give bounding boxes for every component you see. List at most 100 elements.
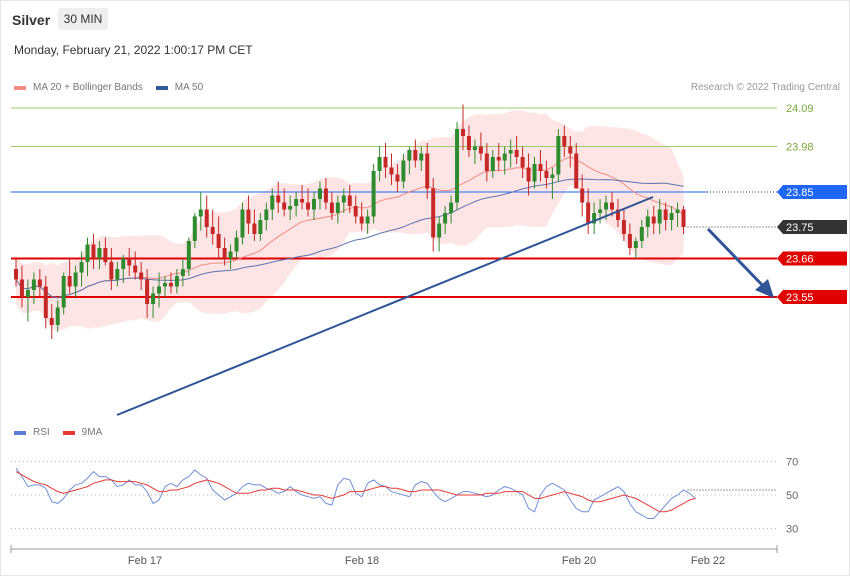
- candle: [562, 125, 567, 157]
- candle: [192, 213, 197, 248]
- candle-body: [97, 248, 102, 259]
- candle-body: [43, 286, 48, 318]
- candle: [91, 234, 96, 269]
- candle: [264, 202, 269, 231]
- candle-body: [383, 157, 388, 168]
- candle: [371, 164, 376, 224]
- candle: [252, 209, 257, 241]
- candle: [246, 195, 251, 234]
- candle: [300, 185, 305, 210]
- candle: [645, 209, 650, 238]
- candle-body: [377, 157, 382, 171]
- candle: [61, 272, 66, 315]
- candle: [174, 269, 179, 294]
- candle-body: [19, 279, 24, 297]
- candle-body: [413, 150, 418, 161]
- candle: [168, 272, 173, 294]
- x-tick-label-1: Feb 18: [345, 555, 379, 567]
- candle-body: [282, 202, 287, 210]
- candle-body: [544, 171, 549, 178]
- candle-body: [79, 262, 84, 273]
- candle: [312, 192, 316, 220]
- candle: [627, 223, 632, 255]
- candle: [550, 167, 555, 199]
- candle: [67, 258, 72, 294]
- price-label-2: 23.85: [786, 187, 814, 199]
- candle-body: [675, 209, 680, 213]
- candle-body: [252, 223, 257, 234]
- candle-body: [425, 153, 430, 189]
- rsi-9ma-swatch: [62, 430, 75, 435]
- candle-body: [669, 213, 674, 220]
- candle: [49, 304, 54, 339]
- candle: [633, 237, 638, 259]
- candle: [443, 206, 448, 234]
- candle-body: [401, 160, 406, 182]
- candle: [675, 202, 680, 227]
- candle-body: [14, 269, 18, 280]
- candle: [270, 188, 275, 220]
- candle: [425, 143, 430, 199]
- candle-body: [174, 276, 179, 287]
- candle-body: [228, 251, 233, 259]
- candle-body: [157, 286, 162, 294]
- candle-body: [508, 150, 513, 154]
- candle-body: [610, 202, 614, 210]
- candle-body: [645, 216, 650, 227]
- candle-body: [407, 150, 412, 161]
- candle-body: [192, 216, 197, 241]
- candle: [127, 248, 132, 276]
- candle: [586, 188, 591, 234]
- candle-body: [639, 227, 644, 241]
- candle-body: [478, 146, 483, 154]
- candle: [186, 237, 191, 276]
- candle-body: [461, 129, 465, 136]
- candle: [389, 153, 394, 185]
- candle-body: [25, 290, 30, 297]
- candle: [55, 300, 60, 332]
- candle-body: [198, 209, 203, 217]
- price-label-4: 23.66: [786, 254, 814, 266]
- candle: [240, 202, 245, 245]
- candle: [610, 192, 614, 217]
- candle: [31, 272, 36, 304]
- instrument-title: Silver: [12, 12, 51, 28]
- candle: [651, 206, 656, 234]
- legend-rsi-label: RSI: [33, 427, 50, 438]
- candle-body: [663, 209, 668, 220]
- legend-ma20-label: MA 20 + Bollinger Bands: [33, 82, 143, 93]
- candles: [14, 104, 686, 339]
- price-label-1: 23.98: [786, 142, 814, 154]
- candle-body: [562, 136, 567, 147]
- candle: [25, 279, 30, 322]
- candle-body: [204, 209, 209, 227]
- candle: [437, 216, 442, 252]
- candle: [466, 125, 471, 157]
- candle: [276, 181, 281, 213]
- legend-ma50-label: MA 50: [174, 82, 204, 93]
- timeframe-selector[interactable]: 30 MIN: [58, 8, 108, 30]
- candle-body: [490, 157, 495, 171]
- candle: [639, 220, 644, 248]
- candle: [490, 150, 495, 178]
- candle-body: [466, 136, 471, 150]
- candle: [163, 276, 167, 297]
- candle: [157, 272, 162, 308]
- candle-body: [246, 209, 251, 224]
- candle: [133, 251, 138, 280]
- candle-body: [67, 276, 72, 287]
- candle-body: [455, 129, 460, 203]
- candle: [478, 132, 483, 161]
- candle: [419, 146, 424, 171]
- candle: [413, 139, 418, 168]
- candle: [198, 192, 203, 231]
- candle: [496, 143, 501, 171]
- candle: [657, 199, 662, 234]
- candle: [407, 146, 412, 175]
- x-tick-label-3: Feb 22: [691, 555, 725, 567]
- price-labels: 24.09 23.98 23.85 23.75 23.66 23.55: [777, 103, 847, 304]
- candle-body: [496, 157, 501, 161]
- candle-body: [55, 307, 60, 325]
- candle-body: [574, 153, 579, 189]
